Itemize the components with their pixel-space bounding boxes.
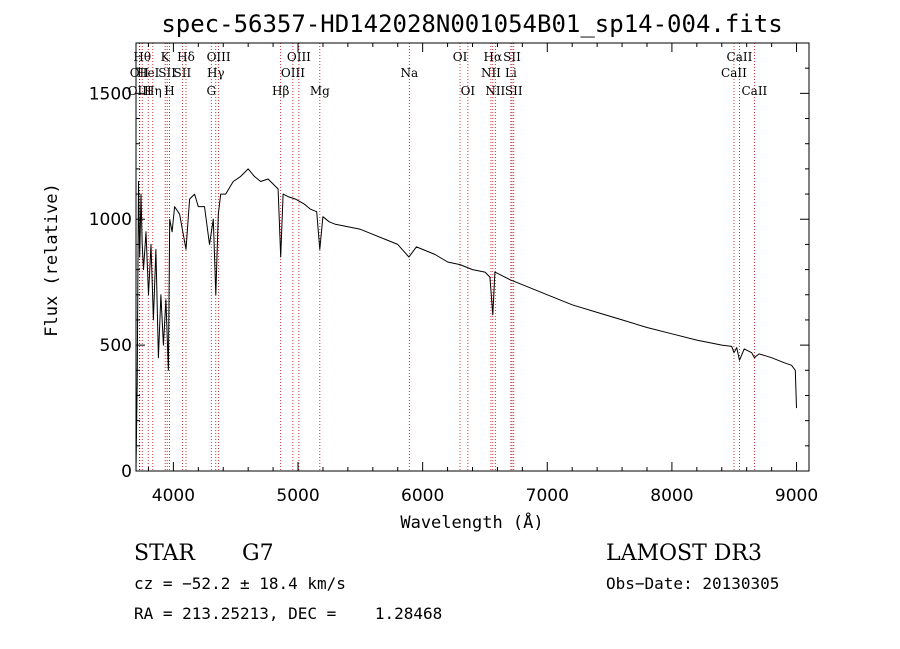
line-label: OIII (281, 66, 305, 80)
redshift-cz: cz = −52.2 ± 18.4 km/s (134, 574, 346, 593)
ra-dec: RA = 213.25213, DEC = 1.28468 (134, 604, 442, 623)
line-label: NII (485, 84, 505, 98)
obs-date: Obs−Date: 20130305 (606, 574, 779, 593)
line-label: CaII (741, 84, 767, 98)
chart-title: spec-56357-HD142028N001054B01_sp14-004.f… (161, 10, 782, 38)
x-tick-label: 4000 (152, 486, 195, 506)
line-label: H (164, 84, 174, 98)
line-label: HeI (137, 66, 160, 80)
line-label: Hδ (177, 50, 195, 64)
series-flux (135, 168, 797, 472)
x-axis-ticks: 4000 5000 6000 7000 8000 9000 (147, 43, 818, 506)
line-label: OI (461, 84, 476, 98)
line-label: G (206, 84, 216, 98)
line-label: Hθ (133, 50, 151, 64)
x-tick-label: 7000 (526, 486, 569, 506)
line-label: SII (174, 66, 192, 80)
line-label: SII (505, 84, 523, 98)
y-axis-label: Flux (relative) (42, 183, 62, 337)
line-label: Mg (310, 84, 330, 98)
line-label: CaII (721, 66, 747, 80)
x-tick-label: 5000 (276, 486, 319, 506)
line-label: OIII (287, 50, 311, 64)
line-label: Hα (484, 50, 503, 64)
line-label: OIII (128, 84, 152, 98)
plot-frame (135, 42, 810, 472)
line-label: Hβ (272, 84, 289, 98)
line-label: SII (158, 66, 176, 80)
y-axis-ticks: 0 500 1000 1500 (89, 42, 809, 482)
y-tick-label: 1500 (89, 84, 132, 104)
line-label: OI (453, 50, 468, 64)
x-tick-label: 8000 (650, 486, 693, 506)
x-tick-label: 6000 (401, 486, 444, 506)
line-label: CaII (727, 50, 753, 64)
x-tick-label: 9000 (775, 486, 818, 506)
object-class: STAR (134, 541, 196, 566)
object-subclass: G7 (242, 541, 274, 566)
line-label: OIII (207, 50, 231, 64)
y-tick-label: 500 (100, 336, 132, 356)
line-label: NII (481, 66, 501, 80)
line-label: SII (503, 50, 521, 64)
line-label: Li (505, 66, 517, 80)
x-axis-label: Wavelength (Å) (400, 511, 543, 533)
emission-line-markers: OIIHθHeIOIIIHηKSIIHHδSIIOIIIHγGOIIIOIIIH… (128, 43, 768, 471)
line-label: Na (400, 66, 418, 80)
line-label: Hη (144, 84, 162, 98)
survey-name: LAMOST DR3 (606, 541, 762, 566)
line-label: K (161, 50, 171, 64)
line-label: Hγ (207, 66, 225, 80)
flux-series (135, 168, 797, 472)
y-tick-label: 0 (121, 462, 132, 482)
y-tick-label: 1000 (89, 210, 132, 230)
